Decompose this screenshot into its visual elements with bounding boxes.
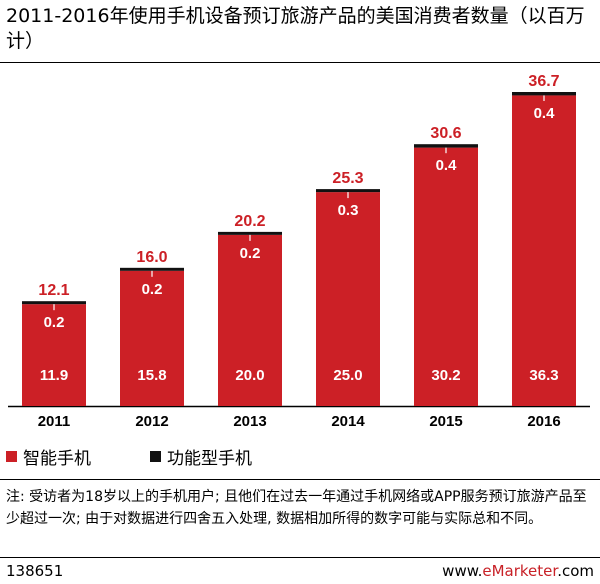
legend-item-smartphone: 智能手机 (6, 444, 91, 469)
x-tick-label: 2012 (135, 413, 168, 430)
x-tick-label: 2014 (331, 413, 365, 430)
data-label-total: 36.7 (528, 73, 559, 90)
x-tick-label: 2016 (527, 413, 560, 430)
footnote: 注: 受访者为18岁以上的手机用户; 且他们在过去一年通过手机网络或APP服务预… (6, 489, 587, 527)
bar-smartphone (512, 95, 576, 407)
data-label-feature-phone: 0.3 (338, 202, 359, 219)
legend-swatch-feature-phone (150, 451, 161, 462)
data-label-total: 16.0 (136, 249, 167, 266)
title-divider (0, 62, 600, 63)
data-label-total: 30.6 (430, 125, 461, 142)
legend-label-feature-phone: 功能型手机 (167, 449, 252, 469)
source-link[interactable]: www.eMarketer.com (442, 562, 594, 580)
source-suffix: .com (557, 562, 594, 580)
data-label-smartphone: 30.2 (431, 367, 460, 384)
data-label-feature-phone: 0.4 (436, 157, 458, 174)
bar-chart: 11.9 0.2 12.1 2011 15.8 0.2 16.0 2012 20.0 0.2 20.… (8, 73, 590, 430)
data-label-feature-phone: 0.2 (240, 245, 261, 262)
data-label-feature-phone: 0.2 (44, 314, 65, 331)
data-label-smartphone: 25.0 (333, 367, 362, 384)
data-label-feature-phone: 0.2 (142, 281, 163, 298)
legend-label-smartphone: 智能手机 (23, 449, 91, 469)
chart-id: 138651 (6, 562, 64, 580)
x-tick-label: 2015 (429, 413, 462, 430)
bar-feature-phone (218, 231, 282, 235)
footer-divider (0, 557, 600, 558)
note-divider (0, 479, 600, 480)
bar-smartphone (218, 234, 282, 406)
bar-smartphone (316, 192, 380, 406)
bar-smartphone (414, 147, 478, 406)
x-tick-label: 2011 (38, 413, 71, 430)
data-label-total: 25.3 (332, 170, 363, 187)
source-brand: eMarketer (482, 562, 558, 580)
chart-title: 2011-2016年使用手机设备预订旅游产品的美国消费者数量（以百万计） (6, 5, 585, 52)
bar-feature-phone (512, 92, 576, 96)
data-label-total: 12.1 (38, 282, 69, 299)
bar-feature-phone (22, 301, 86, 305)
bar-smartphone (22, 304, 86, 406)
bar-feature-phone (120, 267, 184, 271)
data-label-total: 20.2 (234, 213, 265, 230)
x-tick-label: 2013 (233, 413, 266, 430)
data-label-smartphone: 15.8 (137, 367, 166, 384)
data-label-smartphone: 11.9 (40, 367, 68, 384)
legend-item-feature-phone: 功能型手机 (150, 444, 252, 469)
data-label-feature-phone: 0.4 (534, 105, 556, 122)
bar-smartphone (120, 270, 184, 406)
legend-swatch-smartphone (6, 451, 17, 462)
data-label-smartphone: 20.0 (235, 367, 264, 384)
data-label-smartphone: 36.3 (529, 367, 558, 384)
legend: 智能手机 功能型手机 (0, 444, 600, 469)
source-prefix: www. (442, 562, 483, 580)
bar-feature-phone (414, 144, 478, 148)
bar-feature-phone (316, 189, 380, 193)
